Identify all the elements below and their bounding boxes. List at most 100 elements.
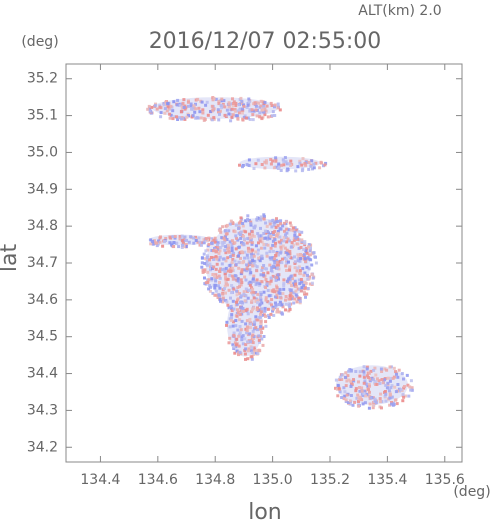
echo-cell [231, 277, 235, 281]
echo-cell [158, 105, 162, 109]
echo-cell [237, 231, 241, 235]
echo-cell [358, 370, 362, 374]
echo-cell [231, 97, 234, 101]
echo-cell [187, 240, 191, 244]
echo-cell [224, 275, 228, 279]
echo-cell [222, 241, 226, 245]
echo-cell [277, 277, 280, 281]
echo-cell [186, 104, 190, 108]
echo-cell [303, 240, 307, 244]
echo-cell [254, 104, 258, 108]
echo-cell [252, 336, 256, 340]
echo-cell [249, 238, 253, 242]
echo-cell [262, 313, 266, 317]
echo-cell [364, 394, 368, 398]
echo-cell [252, 346, 256, 350]
echo-cell [169, 104, 173, 108]
x-tick-label: 135.0 [253, 472, 293, 488]
echo-cell [271, 159, 275, 163]
echo-cell [259, 104, 263, 108]
echo-cell [240, 270, 244, 274]
echo-cell [292, 283, 295, 287]
echo-cell [204, 103, 208, 107]
echo-cell [269, 312, 273, 316]
echo-cell [212, 97, 216, 100]
echo-cell [228, 325, 232, 329]
echo-cell [217, 102, 221, 106]
echo-cell [227, 249, 231, 253]
echo-cell [171, 117, 175, 121]
echo-cell [304, 249, 308, 253]
echo-cell [286, 251, 290, 255]
echo-cell [269, 158, 273, 161]
echo-cell [237, 334, 241, 338]
echo-cell [279, 245, 283, 249]
echo-cell [264, 161, 268, 165]
echo-cell [249, 271, 253, 275]
echo-cell [240, 294, 243, 298]
echo-cell [218, 298, 222, 302]
echo-cell [259, 313, 262, 317]
echo-cell [246, 312, 250, 316]
echo-cell [388, 379, 392, 383]
echo-cell [388, 365, 392, 369]
echo-cell [173, 236, 177, 240]
echo-cell [246, 116, 250, 120]
echo-cell [209, 268, 212, 272]
echo-cell [229, 119, 233, 123]
echo-cell [239, 306, 243, 310]
echo-cell [257, 101, 260, 105]
echo-cell [224, 259, 228, 263]
echo-cell [270, 104, 274, 107]
echo-cell [297, 246, 301, 250]
echo-cell [378, 400, 382, 404]
echo-cell [307, 245, 311, 249]
echo-cell [282, 239, 286, 243]
echo-cell [285, 279, 289, 283]
echo-cell [393, 398, 397, 402]
echo-cell [262, 110, 266, 114]
echo-cell [230, 261, 234, 264]
echo-cell [266, 289, 270, 292]
echo-cell [237, 266, 241, 270]
echo-cell [303, 162, 307, 166]
echo-cell [215, 257, 219, 261]
echo-cell [348, 402, 352, 406]
echo-cell [259, 298, 263, 302]
echo-cell [374, 401, 378, 405]
echo-cell [259, 246, 263, 250]
echo-cell [265, 251, 269, 255]
echo-cell [301, 157, 305, 161]
echo-cell [213, 274, 216, 278]
echo-cell [269, 269, 273, 272]
echo-cell [282, 221, 286, 225]
echo-cell [243, 268, 247, 272]
echo-cell [380, 378, 384, 381]
echo-cell [259, 99, 263, 103]
echo-cell [271, 289, 275, 293]
echo-cell [314, 161, 318, 165]
echo-cell [241, 222, 245, 225]
echo-cell [365, 367, 369, 371]
echo-cell [265, 224, 269, 228]
echo-cell [247, 97, 251, 101]
echo-cell [244, 347, 248, 351]
echo-cell [276, 230, 280, 233]
echo-cell [271, 274, 275, 278]
echo-cell [242, 234, 245, 238]
echo-cell [405, 373, 409, 377]
echo-cell [223, 284, 227, 288]
echo-cell [243, 237, 246, 241]
echo-cell [367, 383, 371, 386]
echo-cell [367, 406, 371, 410]
echo-cell [304, 295, 307, 299]
echo-cell [305, 251, 309, 255]
echo-cell [297, 230, 301, 234]
echo-cell [264, 286, 268, 289]
echo-cell [373, 366, 377, 370]
echo-cell [373, 397, 377, 401]
echo-cell [171, 245, 175, 249]
echo-cell [345, 393, 349, 397]
echo-cell [239, 216, 243, 220]
echo-cell [306, 287, 310, 290]
